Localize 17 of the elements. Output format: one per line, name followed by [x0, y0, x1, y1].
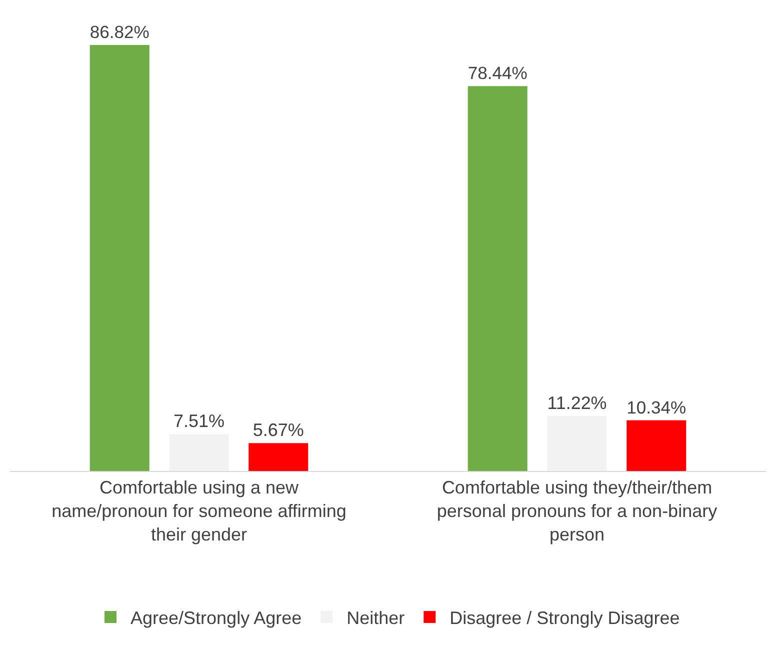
- x-tick-label: Comfortable using a new name/pronoun for someone affirming their gender: [52, 478, 346, 544]
- data-label: 10.34%: [626, 397, 686, 418]
- bar: [626, 420, 686, 471]
- data-label: 5.67%: [252, 420, 304, 440]
- legend-label: Neither: [346, 608, 405, 628]
- bar: [547, 416, 607, 471]
- bar: [248, 443, 308, 471]
- data-label: 86.82%: [90, 22, 150, 42]
- data-label: 78.44%: [468, 63, 528, 84]
- bar: [468, 86, 528, 471]
- x-tick-label: Comfortable using they/their/them personal pronouns for a non-binary person: [436, 478, 718, 544]
- data-label: 11.22%: [547, 392, 607, 413]
- bar: [90, 45, 150, 471]
- bar: [169, 434, 229, 471]
- legend-label: Disagree / Strongly Disagree: [450, 608, 680, 628]
- data-label: 7.51%: [173, 411, 225, 432]
- legend-label: Agree/Strongly Agree: [130, 608, 302, 628]
